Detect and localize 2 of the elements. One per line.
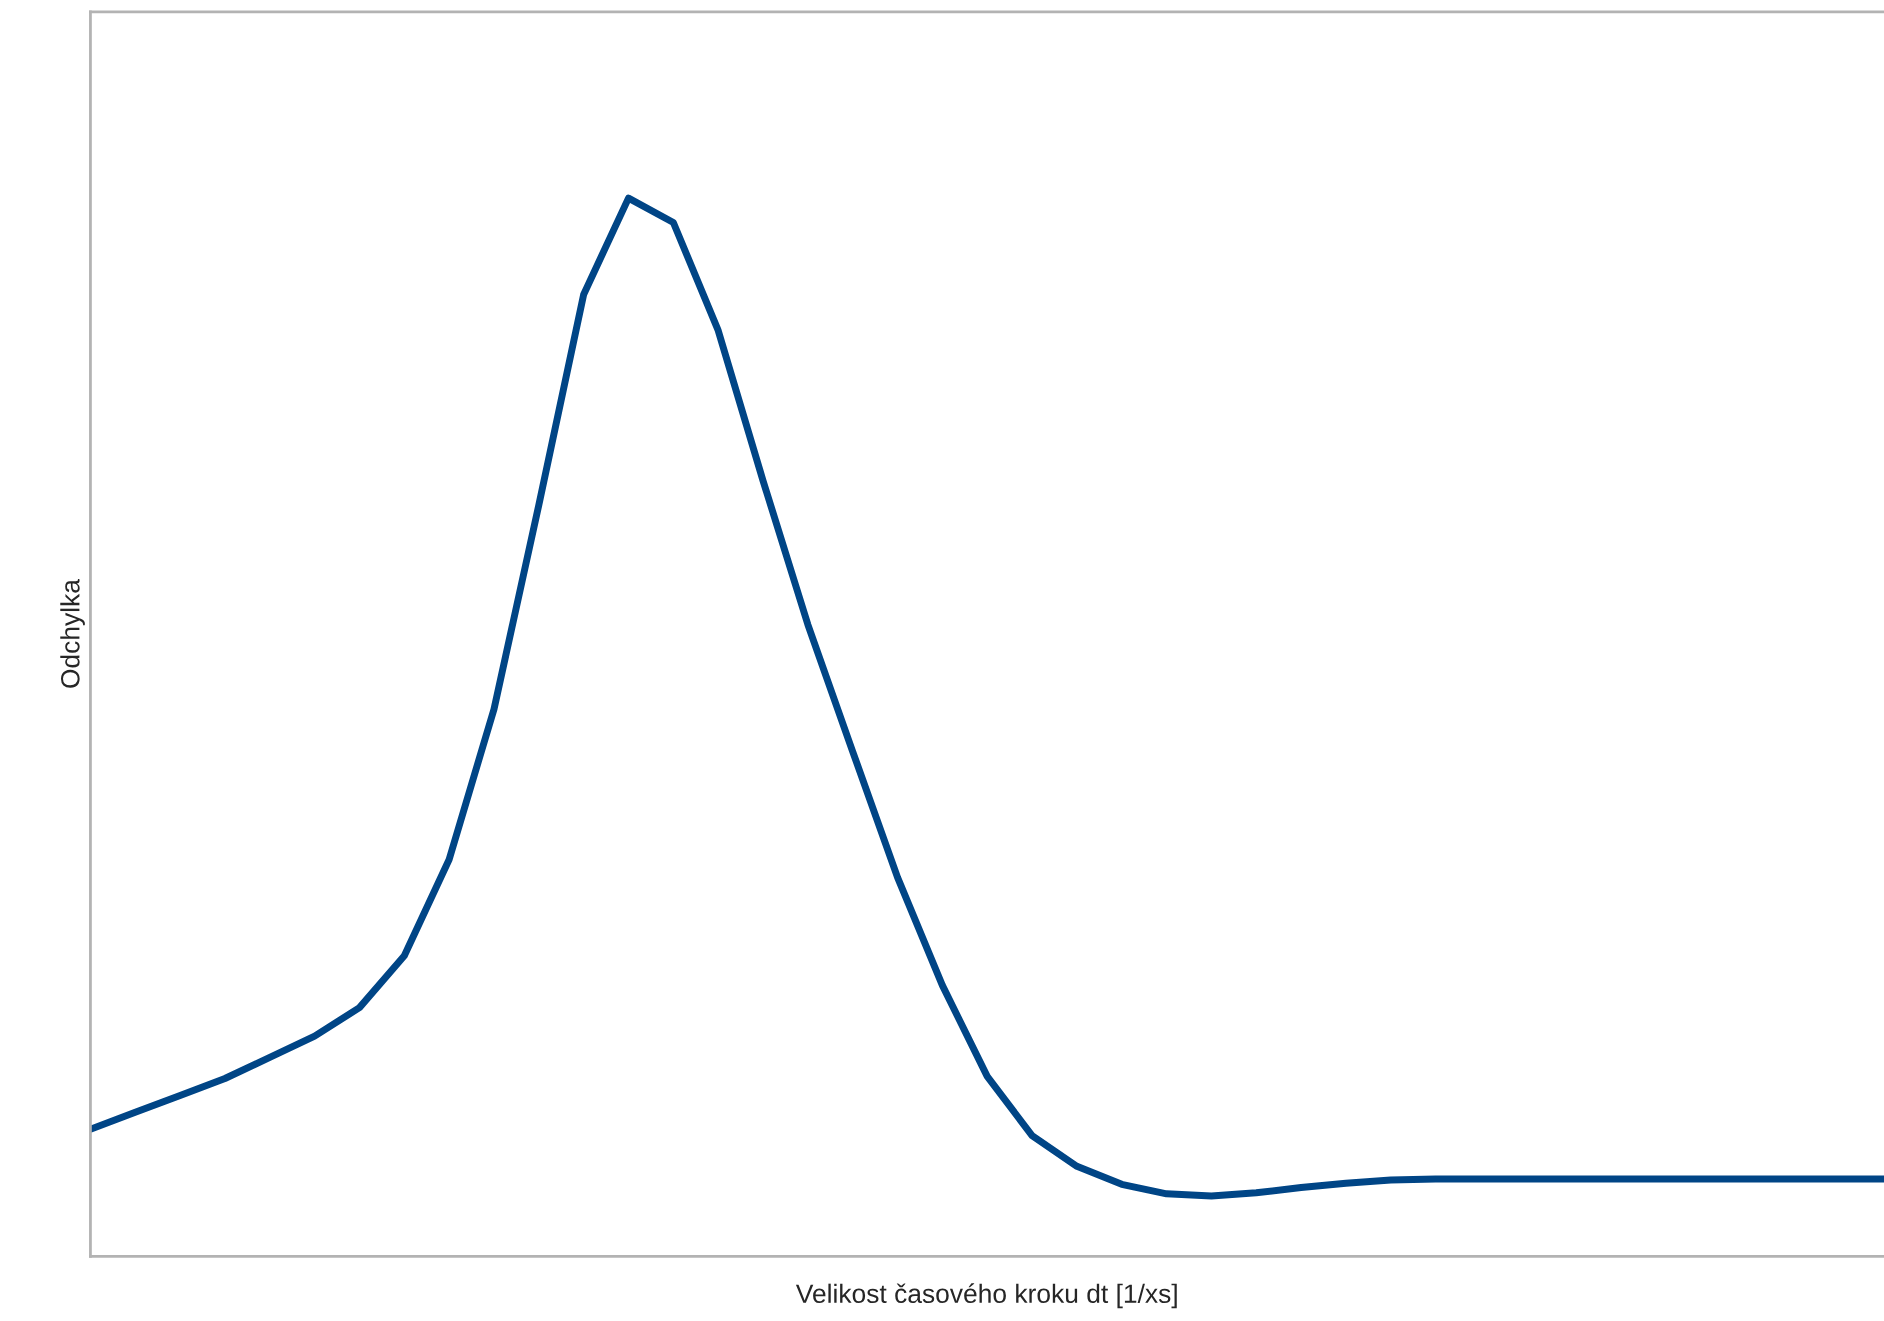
y-axis-title: Odchylka	[60, 579, 85, 688]
x-axis-title: Velikost časového kroku dt [1/xs]	[795, 1283, 1177, 1309]
